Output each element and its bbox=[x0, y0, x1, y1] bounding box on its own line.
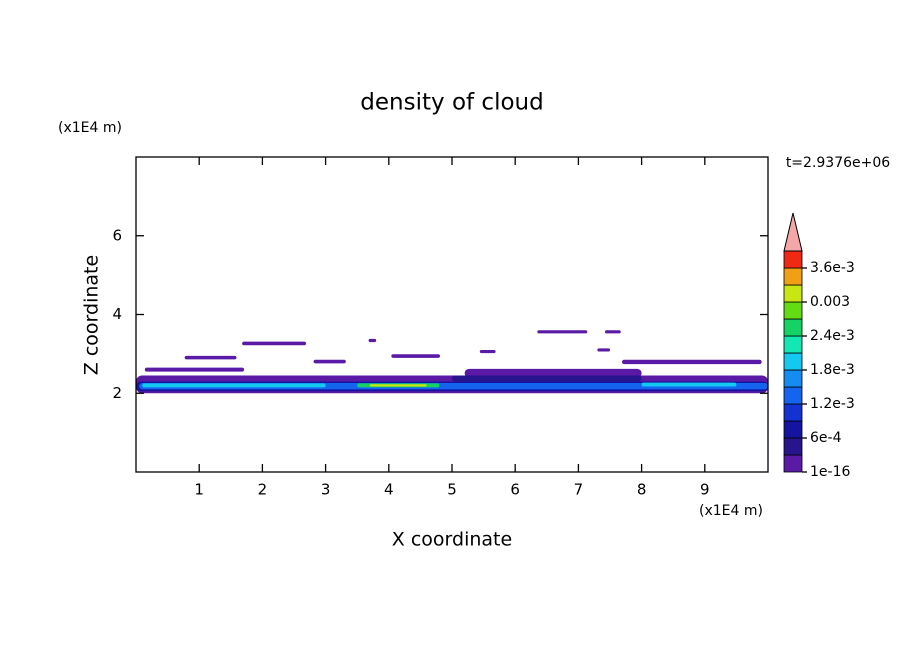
colorbar-tick-label: 2.4e-3 bbox=[810, 328, 855, 344]
colorbar-extension bbox=[783, 212, 803, 252]
contour-region bbox=[479, 349, 496, 354]
y-tick-label: 2 bbox=[112, 384, 122, 402]
contour-region bbox=[369, 384, 427, 387]
contour-region bbox=[368, 338, 377, 343]
colorbar-tick-label: 0.003 bbox=[810, 294, 850, 310]
colorbar-bin bbox=[783, 420, 803, 439]
colorbar-tick-label: 6e-4 bbox=[810, 430, 842, 446]
colorbar-bin bbox=[783, 454, 803, 473]
colorbar-tick-label: 1e-16 bbox=[810, 464, 850, 480]
x-tick-label: 9 bbox=[700, 481, 710, 499]
contour-region bbox=[641, 382, 737, 387]
chart-title: density of cloud bbox=[360, 90, 543, 116]
contour-region bbox=[184, 355, 237, 360]
contour-region bbox=[242, 341, 307, 346]
time-annotation: t=2.9376e+06 bbox=[786, 155, 890, 171]
plot-frame bbox=[135, 156, 769, 473]
x-tick-label: 6 bbox=[510, 481, 520, 499]
contour-region bbox=[144, 367, 245, 372]
y-tick-label: 4 bbox=[112, 305, 122, 323]
colorbar-bin bbox=[783, 335, 803, 354]
x-tick-label: 2 bbox=[258, 481, 268, 499]
colorbar-bin bbox=[783, 318, 803, 337]
x-tick-label: 7 bbox=[574, 481, 584, 499]
colorbar-bin bbox=[783, 437, 803, 456]
x-tick-label: 3 bbox=[321, 481, 331, 499]
contour-region bbox=[464, 368, 642, 378]
colorbar-bin bbox=[783, 386, 803, 405]
x-axis-label: X coordinate bbox=[392, 529, 512, 551]
colorbar-bin bbox=[783, 301, 803, 320]
y-tick-label: 6 bbox=[112, 226, 122, 244]
colorbar-bin bbox=[783, 352, 803, 371]
colorbar-tick-label: 3.6e-3 bbox=[810, 260, 855, 276]
colorbar-bin bbox=[783, 403, 803, 422]
colorbar-tick-label: 1.8e-3 bbox=[810, 362, 855, 378]
y-axis-label: Z coordinate bbox=[81, 255, 103, 375]
colorbar-bin bbox=[783, 250, 803, 269]
contour-region bbox=[142, 383, 326, 388]
contour-region bbox=[604, 330, 621, 334]
x-tick-label: 4 bbox=[384, 481, 394, 499]
contour-region bbox=[391, 354, 440, 358]
x-tick-label: 5 bbox=[447, 481, 457, 499]
colorbar-bin bbox=[783, 369, 803, 388]
x-tick-label: 1 bbox=[194, 481, 204, 499]
contour-region bbox=[452, 375, 642, 382]
colorbar-bin bbox=[783, 267, 803, 286]
contour-region bbox=[597, 348, 610, 352]
contour-region bbox=[313, 359, 346, 364]
colorbar-bin bbox=[783, 284, 803, 303]
x-tick-label: 8 bbox=[637, 481, 647, 499]
contour-region bbox=[622, 359, 762, 365]
x-unit: (x1E4 m) bbox=[699, 503, 763, 519]
contour-region bbox=[537, 330, 588, 334]
colorbar-tick-label: 1.2e-3 bbox=[810, 396, 855, 412]
y-unit: (x1E4 m) bbox=[58, 120, 122, 136]
